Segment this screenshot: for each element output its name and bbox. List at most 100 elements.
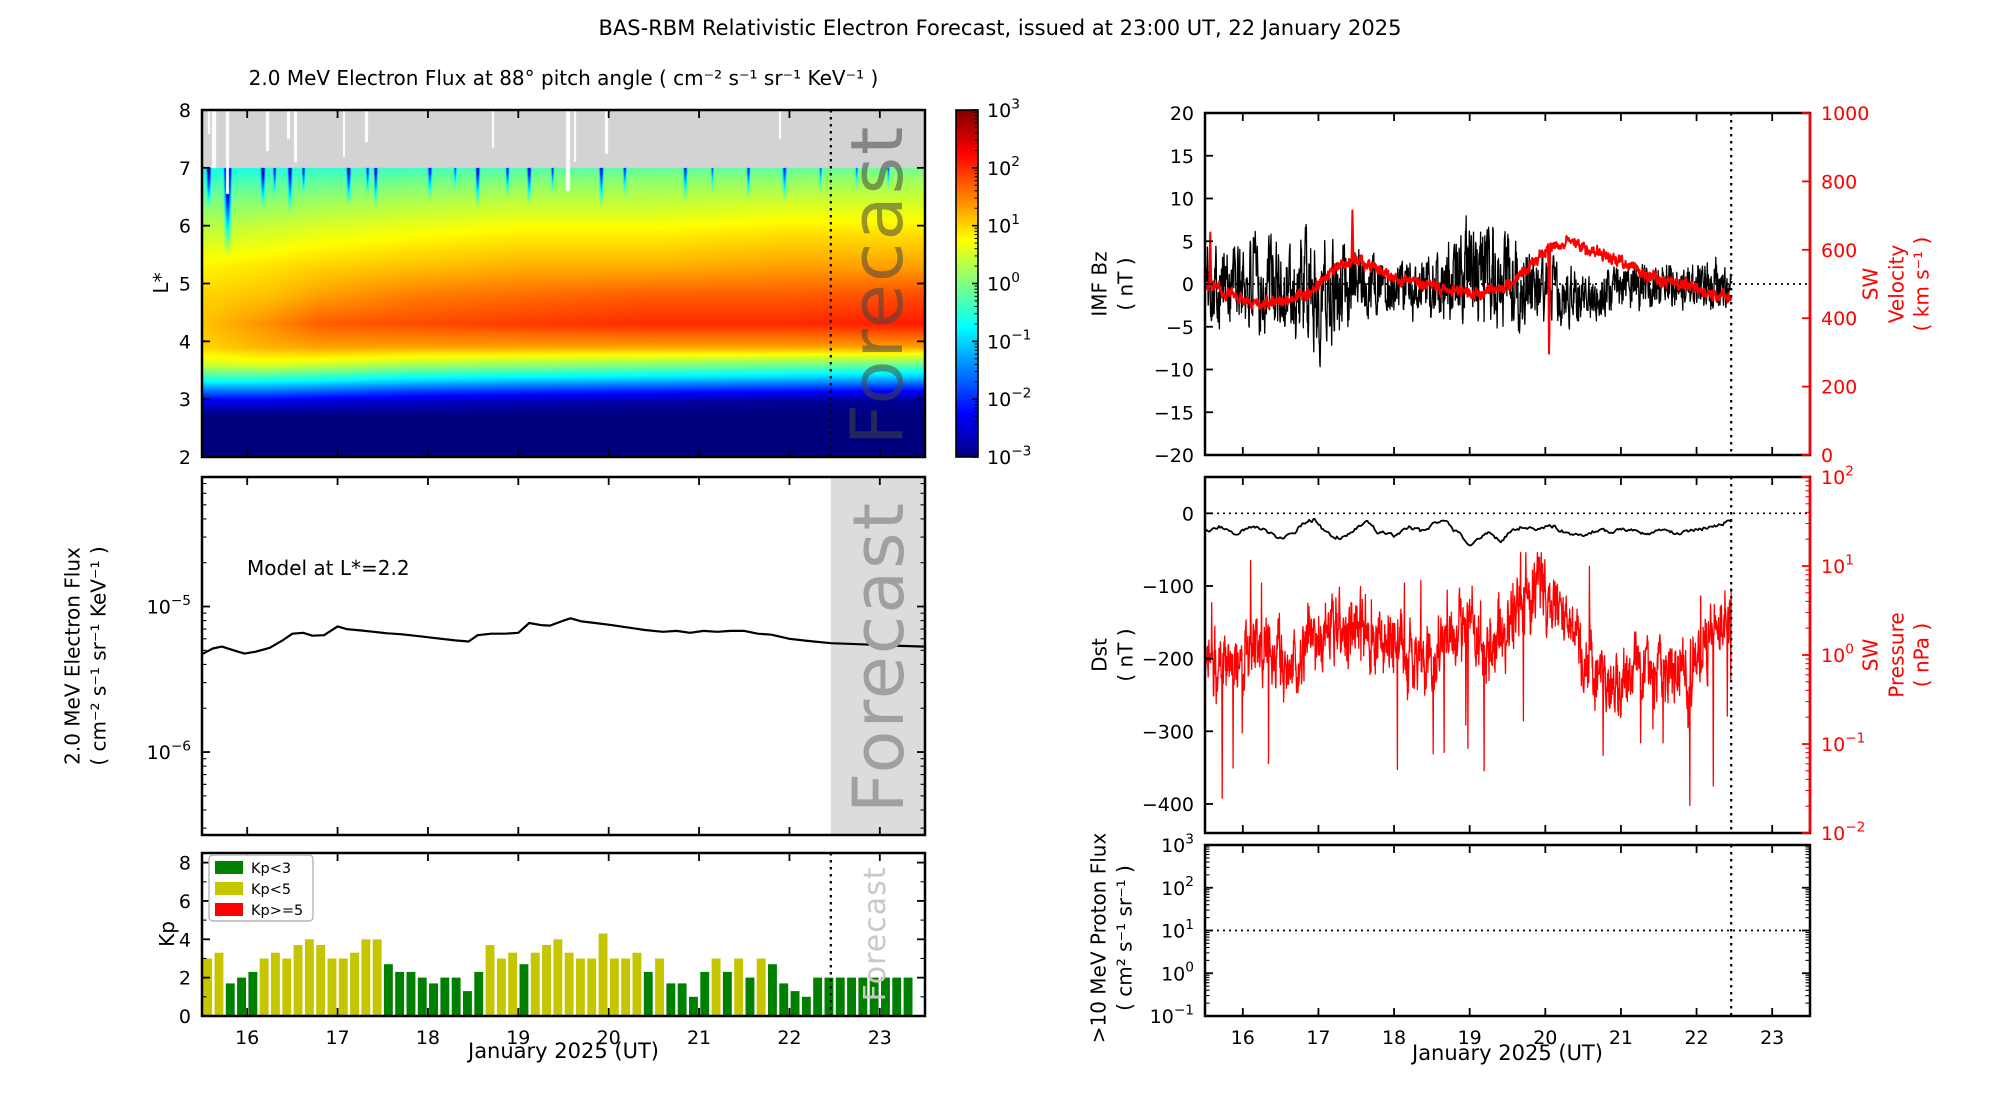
y-tick-label: 15 <box>1170 146 1194 168</box>
x-tick-label: 21 <box>687 1027 711 1049</box>
kp-bar <box>858 977 868 1016</box>
kp-bar <box>316 945 326 1016</box>
xlabel-right: January 2025 (UT) <box>1412 1041 1603 1065</box>
kp-bar <box>869 977 879 1016</box>
kp-bar <box>847 977 856 1016</box>
spectrogram-ylabel: L* <box>149 272 174 294</box>
y-tick-label: −400 <box>1142 794 1194 816</box>
y-tick-label: 100 <box>1161 960 1194 986</box>
y-tick-label: 5 <box>1182 231 1194 253</box>
y-tick-label: −100 <box>1142 576 1194 598</box>
kp-bar <box>564 952 574 1016</box>
y-tick-label: 7 <box>179 158 191 180</box>
y-tick-label: 103 <box>1161 831 1194 857</box>
kp-bar <box>666 983 676 1016</box>
proton-axes: 103 102 101 100 10−1 16 17 18 19 20 21 22 23 <box>1150 831 1812 1049</box>
kp-bar <box>304 939 314 1016</box>
y-tick-label: 0 <box>1182 503 1194 525</box>
y-tick-label: 4 <box>179 331 191 353</box>
kp-bar <box>892 977 902 1016</box>
kp-legend: Kp<3 Kp<5 Kp>=5 <box>208 854 314 922</box>
x-tick-label: 18 <box>416 1027 440 1049</box>
x-tick-label: 19 <box>506 1027 530 1049</box>
y-tick-label: 4 <box>179 929 191 951</box>
y-tick-label-red: 800 <box>1821 171 1857 193</box>
proton-ylabel: >10 MeV Proton Flux ( cm² s⁻¹ sr⁻¹ ) <box>1086 832 1136 1044</box>
kp-bar <box>372 939 382 1016</box>
x-tick-label: 16 <box>1231 1027 1255 1049</box>
kp-bar <box>835 977 845 1016</box>
x-tick-label: 22 <box>777 1027 801 1049</box>
kp-bar <box>519 964 529 1016</box>
kp-bar <box>711 958 721 1016</box>
y-tick-label-red: 101 <box>1821 552 1854 578</box>
dst-pressure-panel: 0 −100 −200 −300 −400 102 101 100 10−1 10−2 <box>1142 463 1866 845</box>
kp-panel: 0 2 4 6 8 16 17 18 19 20 21 22 23 Kp<3 Kp<5 Kp>=5 <box>179 851 927 1049</box>
y-tick-label: 0 <box>1182 274 1194 296</box>
x-tick-label: 18 <box>1382 1027 1406 1049</box>
y-tick-label: −20 <box>1154 445 1194 467</box>
colorbar-tick-label: 101 <box>987 212 1020 238</box>
kp-legend-swatch <box>215 882 243 895</box>
kp-bar <box>451 977 461 1016</box>
kp-bar <box>881 977 890 1016</box>
y-tick-label-red: 0 <box>1821 445 1833 467</box>
y-tick-label: 2 <box>179 968 191 990</box>
kp-bar <box>779 983 789 1016</box>
model-flux-line <box>201 617 926 656</box>
kp-bar <box>722 971 732 1016</box>
kp-bar <box>474 971 484 1016</box>
sw-pressure-ylabel: SW Pressure ( nPa ) <box>1858 612 1934 698</box>
kp-bar <box>350 952 359 1016</box>
axes-frame <box>200 108 927 459</box>
y-tick-label: −5 <box>1166 317 1194 339</box>
kp-bar <box>790 991 800 1016</box>
kp-bar <box>700 971 710 1016</box>
colorbar-tick-label: 103 <box>987 96 1020 122</box>
y-tick-label: 6 <box>179 891 191 913</box>
kp-bar <box>801 996 811 1016</box>
spectrogram-title: 2.0 MeV Electron Flux at 88° pitch angle… <box>248 66 879 90</box>
kp-bar <box>248 971 258 1016</box>
kp-bar <box>643 971 653 1016</box>
model-flux-ylabel: 2.0 MeV Electron Flux ( cm⁻² s⁻¹ sr⁻¹ Ke… <box>60 546 110 766</box>
y-tick-label: −10 <box>1154 360 1194 382</box>
dst-pressure-axes: 0 −100 −200 −300 −400 102 101 100 10−1 10−2 <box>1142 463 1866 845</box>
kp-bar <box>576 958 585 1016</box>
x-tick-label: 16 <box>235 1027 259 1049</box>
kp-bar <box>361 939 371 1016</box>
kp-bar <box>587 958 597 1016</box>
kp-bar <box>338 958 348 1016</box>
y-tick-label: 101 <box>1161 917 1194 943</box>
forecast-watermark-kp: Forecast <box>857 866 893 1002</box>
y-tick-label-red: 102 <box>1821 463 1854 489</box>
model-annotation: Model at L*=2.2 <box>247 556 410 580</box>
sw-velocity-ylabel: SW Velocity ( km s⁻¹ ) <box>1858 236 1934 332</box>
kp-bar <box>293 945 303 1016</box>
kp-bar <box>203 958 213 1016</box>
kp-bar <box>677 983 687 1016</box>
forecast-watermark-spectrogram: Forecast <box>834 124 919 446</box>
kp-bar <box>463 991 472 1016</box>
kp-bar <box>813 977 823 1016</box>
kp-bar <box>417 977 427 1016</box>
kp-bar <box>259 958 269 1016</box>
y-tick-label: 102 <box>1161 874 1194 900</box>
kp-bar <box>621 958 631 1016</box>
y-tick-label: 10−5 <box>147 593 191 619</box>
x-tick-label: 22 <box>1684 1027 1708 1049</box>
kp-bar <box>745 977 755 1016</box>
kp-bar <box>406 971 416 1016</box>
model-flux-panel: 10−5 10−6 <box>147 475 927 837</box>
y-tick-label: 10−1 <box>1150 1002 1194 1028</box>
axes-frame <box>200 475 927 837</box>
sw-pressure-line <box>1204 552 1732 807</box>
kp-legend-label: Kp<5 <box>251 882 291 898</box>
kp-bar <box>655 958 664 1016</box>
y-tick-label-red: 10−2 <box>1821 819 1865 845</box>
kp-bar <box>383 964 393 1016</box>
kp-bar <box>689 996 698 1016</box>
y-tick-label: −15 <box>1154 402 1194 424</box>
colorbar: 103 102 101 100 10−1 10−2 10−3 <box>955 96 1031 469</box>
